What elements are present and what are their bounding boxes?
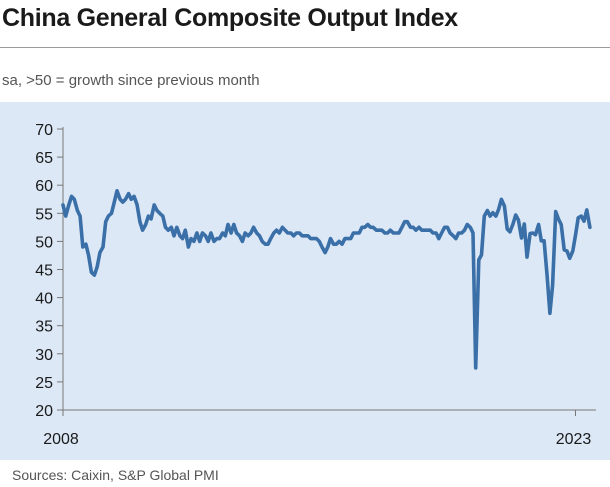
title-divider [0, 47, 610, 48]
y-tick-label: 65 [35, 150, 53, 167]
y-axis-ticks: 20 25 30 35 40 45 50 55 60 65 70 [35, 122, 63, 420]
x-axis-ticks: 2008 2023 [43, 410, 591, 448]
y-tick-label: 25 [35, 375, 53, 392]
series-line [61, 189, 592, 370]
y-tick-label: 45 [35, 263, 53, 280]
axes [62, 127, 596, 411]
y-tick-label: 20 [35, 403, 53, 420]
y-tick-label: 70 [35, 122, 53, 139]
x-tick-label: 2023 [556, 431, 592, 448]
chart-source: Sources: Caixin, S&P Global PMI [12, 467, 219, 483]
y-tick-label: 30 [35, 347, 53, 364]
y-tick-label: 55 [35, 206, 53, 223]
chart-title: China General Composite Output Index [2, 4, 458, 32]
series-group [61, 189, 592, 370]
plot-background [0, 102, 610, 460]
y-tick-label: 50 [35, 234, 53, 251]
y-tick-label: 60 [35, 178, 53, 195]
x-tick-label: 2008 [43, 431, 79, 448]
chart-subtitle: sa, >50 = growth since previous month [2, 72, 260, 89]
y-tick-label: 40 [35, 291, 53, 308]
y-tick-label: 35 [35, 319, 53, 336]
